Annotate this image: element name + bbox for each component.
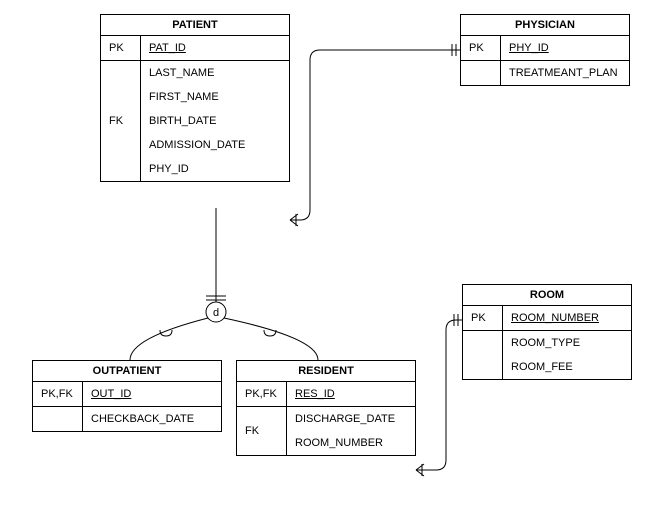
attr-cell: ADMISSION_DATE: [141, 133, 289, 157]
entity-physician: PHYSICIAN PK PHY_ID TREATMEANT_PLAN: [460, 14, 630, 86]
crowfoot-icon: [290, 214, 298, 226]
attr-cell: LAST_NAME: [141, 61, 289, 85]
entity-resident: RESIDENT PK,FK FK RES_ID DISCHARGE_DATE …: [236, 360, 416, 456]
attr-cell: ROOM_NUMBER: [503, 306, 631, 331]
key-cell: PK,FK: [237, 382, 286, 407]
attr-column: PHY_ID TREATMEANT_PLAN: [501, 36, 629, 85]
attr-cell: ROOM_NUMBER: [287, 431, 415, 455]
key-cell: [101, 73, 140, 85]
subset-icon: [264, 330, 276, 336]
key-cell: [33, 407, 82, 419]
entity-patient: PATIENT PK FK PAT_ID LAST_NAME FIRST_NAM…: [100, 14, 290, 182]
key-cell: [101, 85, 140, 97]
connector-disjoint-resident: [224, 318, 318, 360]
cardinality-one-icon: [452, 44, 456, 56]
connector-disjoint-outpatient: [130, 318, 208, 360]
attr-column: ROOM_NUMBER ROOM_TYPE ROOM_FEE: [503, 306, 631, 379]
attr-cell: OUT_ID: [83, 382, 221, 407]
key-cell: [463, 331, 502, 343]
disjoint-label: d: [213, 307, 219, 319]
key-cell: [101, 97, 140, 109]
connector-patient-physician: [290, 50, 460, 220]
entity-title: PHYSICIAN: [461, 15, 629, 36]
attr-cell: FIRST_NAME: [141, 85, 289, 109]
key-cell: [461, 61, 500, 73]
key-column: PK,FK: [33, 382, 83, 431]
key-cell: PK: [101, 36, 140, 61]
key-cell: FK: [237, 419, 286, 443]
key-cell: [101, 61, 140, 73]
cardinality-one-icon: [454, 314, 458, 326]
entity-outpatient: OUTPATIENT PK,FK OUT_ID CHECKBACK_DATE: [32, 360, 222, 432]
entity-title: OUTPATIENT: [33, 361, 221, 382]
subset-icon: [160, 330, 172, 336]
key-cell: FK: [101, 109, 140, 133]
attr-cell: ROOM_TYPE: [503, 331, 631, 355]
entity-room: ROOM PK ROOM_NUMBER ROOM_TYPE ROOM_FEE: [462, 284, 632, 380]
key-column: PK,FK FK: [237, 382, 287, 455]
attr-column: OUT_ID CHECKBACK_DATE: [83, 382, 221, 431]
key-column: PK: [463, 306, 503, 379]
attr-cell: PHY_ID: [501, 36, 629, 61]
disjoint-circle-icon: [206, 302, 226, 322]
attr-cell: TREATMEANT_PLAN: [501, 61, 629, 85]
attr-cell: CHECKBACK_DATE: [83, 407, 221, 431]
attr-cell: ROOM_FEE: [503, 355, 631, 379]
entity-body: PK PHY_ID TREATMEANT_PLAN: [461, 36, 629, 85]
entity-body: PK FK PAT_ID LAST_NAME FIRST_NAME BIRTH_…: [101, 36, 289, 181]
attr-column: PAT_ID LAST_NAME FIRST_NAME BIRTH_DATE A…: [141, 36, 289, 181]
crowfoot-icon: [416, 464, 424, 476]
attr-cell: PHY_ID: [141, 157, 289, 181]
attr-cell: PAT_ID: [141, 36, 289, 61]
key-cell: PK: [461, 36, 500, 61]
entity-title: PATIENT: [101, 15, 289, 36]
connector-resident-room: [416, 320, 462, 470]
entity-body: PK,FK FK RES_ID DISCHARGE_DATE ROOM_NUMB…: [237, 382, 415, 455]
entity-body: PK ROOM_NUMBER ROOM_TYPE ROOM_FEE: [463, 306, 631, 379]
entity-body: PK,FK OUT_ID CHECKBACK_DATE: [33, 382, 221, 431]
key-column: PK: [461, 36, 501, 85]
attr-column: RES_ID DISCHARGE_DATE ROOM_NUMBER: [287, 382, 415, 455]
attr-cell: DISCHARGE_DATE: [287, 407, 415, 431]
key-cell: PK,FK: [33, 382, 82, 407]
attr-cell: BIRTH_DATE: [141, 109, 289, 133]
attr-cell: RES_ID: [287, 382, 415, 407]
entity-title: RESIDENT: [237, 361, 415, 382]
key-cell: [237, 407, 286, 419]
key-cell: PK: [463, 306, 502, 331]
entity-title: ROOM: [463, 285, 631, 306]
key-column: PK FK: [101, 36, 141, 181]
key-cell: [463, 343, 502, 355]
